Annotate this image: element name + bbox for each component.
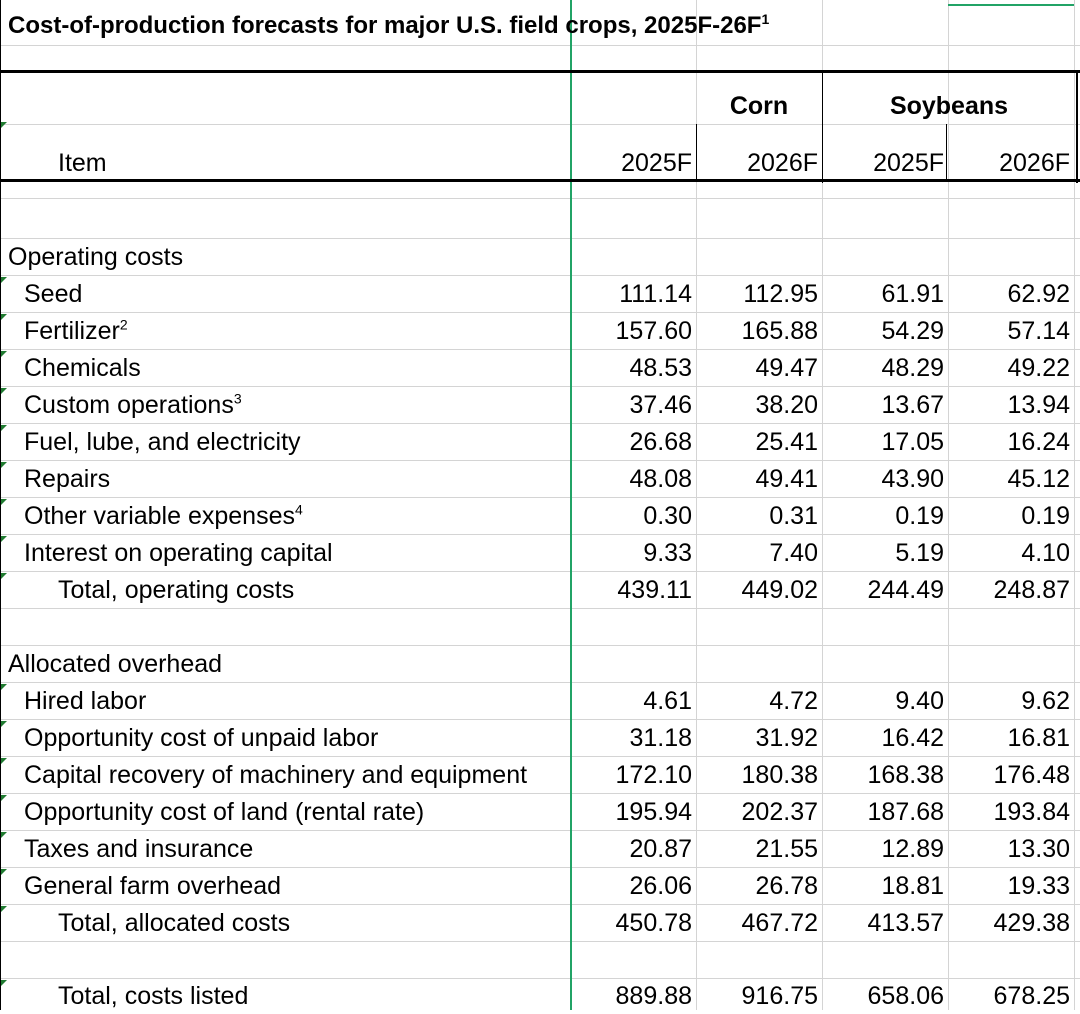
table-cell[interactable]: 37.46 <box>629 391 692 419</box>
table-cell[interactable]: 9.33 <box>643 539 692 567</box>
section-title-operating[interactable]: Operating costs <box>8 243 184 271</box>
table-cell[interactable]: 172.10 <box>615 761 692 789</box>
table-cell[interactable]: 31.18 <box>629 724 692 752</box>
table-cell[interactable]: 187.68 <box>867 798 944 826</box>
table-cell[interactable]: 16.81 <box>1007 724 1070 752</box>
row-label[interactable]: Seed <box>24 280 83 308</box>
table-cell[interactable]: 45.12 <box>1007 465 1070 493</box>
row-label[interactable]: Repairs <box>24 465 111 493</box>
table-cell[interactable]: 9.62 <box>1021 687 1070 715</box>
row-label[interactable]: Capital recovery of machinery and equipm… <box>24 761 528 789</box>
row-label[interactable]: General farm overhead <box>24 872 282 900</box>
table-cell[interactable]: 13.30 <box>1007 835 1070 863</box>
total-label[interactable]: Total, allocated costs <box>58 909 291 937</box>
row-label[interactable]: Fuel, lube, and electricity <box>24 428 301 456</box>
table-cell[interactable]: 48.08 <box>629 465 692 493</box>
grand-total-cell[interactable]: 889.88 <box>615 982 692 1010</box>
total-cell[interactable]: 449.02 <box>741 576 818 604</box>
year-header[interactable]: 2025F <box>873 149 944 177</box>
table-cell[interactable]: 26.68 <box>629 428 692 456</box>
crop-header-soybeans[interactable]: Soybeans <box>889 92 1009 120</box>
table-cell[interactable]: 195.94 <box>615 798 692 826</box>
item-header[interactable]: Item <box>58 149 107 177</box>
sheet-title[interactable]: Cost-of-production forecasts for major U… <box>8 8 769 44</box>
row-label[interactable]: Opportunity cost of unpaid labor <box>24 724 379 752</box>
table-cell[interactable]: 9.40 <box>895 687 944 715</box>
table-cell[interactable]: 0.19 <box>895 502 944 530</box>
table-cell[interactable]: 4.72 <box>769 687 818 715</box>
year-header[interactable]: 2026F <box>747 149 818 177</box>
grand-total-cell[interactable]: 658.06 <box>867 982 944 1010</box>
table-cell[interactable]: 4.10 <box>1021 539 1070 567</box>
table-cell[interactable]: 31.92 <box>755 724 818 752</box>
total-cell[interactable]: 467.72 <box>741 909 818 937</box>
table-cell[interactable]: 12.89 <box>881 835 944 863</box>
total-cell[interactable]: 450.78 <box>615 909 692 937</box>
table-cell[interactable]: 4.61 <box>643 687 692 715</box>
table-cell[interactable]: 20.87 <box>629 835 692 863</box>
table-cell[interactable]: 112.95 <box>743 280 818 308</box>
table-cell[interactable]: 13.67 <box>881 391 944 419</box>
table-cell[interactable]: 157.60 <box>615 317 692 345</box>
row-label[interactable]: Interest on operating capital <box>24 539 333 567</box>
year-header[interactable]: 2025F <box>621 149 692 177</box>
table-cell[interactable]: 202.37 <box>741 798 818 826</box>
table-cell[interactable]: 49.47 <box>755 354 818 382</box>
total-label[interactable]: Total, operating costs <box>58 576 295 604</box>
sheet-title-text: Cost-of-production forecasts for major U… <box>8 12 762 39</box>
table-cell[interactable]: 193.84 <box>993 798 1070 826</box>
table-cell[interactable]: 165.88 <box>741 317 818 345</box>
table-cell[interactable]: 38.20 <box>755 391 818 419</box>
total-cell[interactable]: 439.11 <box>617 576 692 604</box>
grand-total-cell[interactable]: 916.75 <box>741 982 818 1010</box>
row-label[interactable]: Other variable expenses4 <box>24 501 303 530</box>
row-label[interactable]: Custom operations3 <box>24 390 242 419</box>
table-cell[interactable]: 176.48 <box>993 761 1070 789</box>
grand-total-cell[interactable]: 678.25 <box>993 982 1070 1010</box>
table-cell[interactable]: 168.38 <box>867 761 944 789</box>
row-label[interactable]: Opportunity cost of land (rental rate) <box>24 798 425 826</box>
table-cell[interactable]: 180.38 <box>741 761 818 789</box>
row-label[interactable]: Taxes and insurance <box>24 835 254 863</box>
table-cell[interactable]: 26.78 <box>755 872 818 900</box>
table-cell[interactable]: 0.30 <box>643 502 692 530</box>
total-cell[interactable]: 413.57 <box>867 909 944 937</box>
grand-total-label[interactable]: Total, costs listed <box>58 982 249 1010</box>
table-cell[interactable]: 16.42 <box>881 724 944 752</box>
year-header[interactable]: 2026F <box>999 149 1070 177</box>
table-cell[interactable]: 18.81 <box>881 872 944 900</box>
table-cell[interactable]: 49.22 <box>1007 354 1070 382</box>
total-cell[interactable]: 429.38 <box>993 909 1070 937</box>
table-cell[interactable]: 54.29 <box>881 317 944 345</box>
table-cell[interactable]: 57.14 <box>1007 317 1070 345</box>
title-footnote: 1 <box>761 11 770 27</box>
total-cell[interactable]: 248.87 <box>993 576 1070 604</box>
row-label[interactable]: Fertilizer2 <box>24 316 128 345</box>
table-cell[interactable]: 25.41 <box>755 428 818 456</box>
table-cell[interactable]: 17.05 <box>881 428 944 456</box>
table-cell[interactable]: 111.14 <box>619 280 692 308</box>
table-cell[interactable]: 43.90 <box>881 465 944 493</box>
table-cell[interactable]: 7.40 <box>769 539 818 567</box>
table-cell[interactable]: 49.41 <box>755 465 818 493</box>
total-cell[interactable]: 244.49 <box>867 576 944 604</box>
crop-header-corn[interactable]: Corn <box>729 92 789 120</box>
table-cell[interactable]: 19.33 <box>1007 872 1070 900</box>
table-cell[interactable]: 13.94 <box>1007 391 1070 419</box>
table-cell[interactable]: 48.53 <box>629 354 692 382</box>
table-cell[interactable]: 16.24 <box>1007 428 1070 456</box>
table-cell[interactable]: 0.31 <box>769 502 818 530</box>
table-cell[interactable]: 5.19 <box>895 539 944 567</box>
table-cell[interactable]: 21.55 <box>755 835 818 863</box>
table-cell[interactable]: 61.91 <box>881 280 944 308</box>
table-cell[interactable]: 48.29 <box>881 354 944 382</box>
table-cell[interactable]: 62.92 <box>1007 280 1070 308</box>
row-label[interactable]: Chemicals <box>24 354 141 382</box>
section-title-overhead[interactable]: Allocated overhead <box>8 650 223 678</box>
table-cell[interactable]: 0.19 <box>1021 502 1070 530</box>
row-label[interactable]: Hired labor <box>24 687 147 715</box>
table-cell[interactable]: 26.06 <box>629 872 692 900</box>
